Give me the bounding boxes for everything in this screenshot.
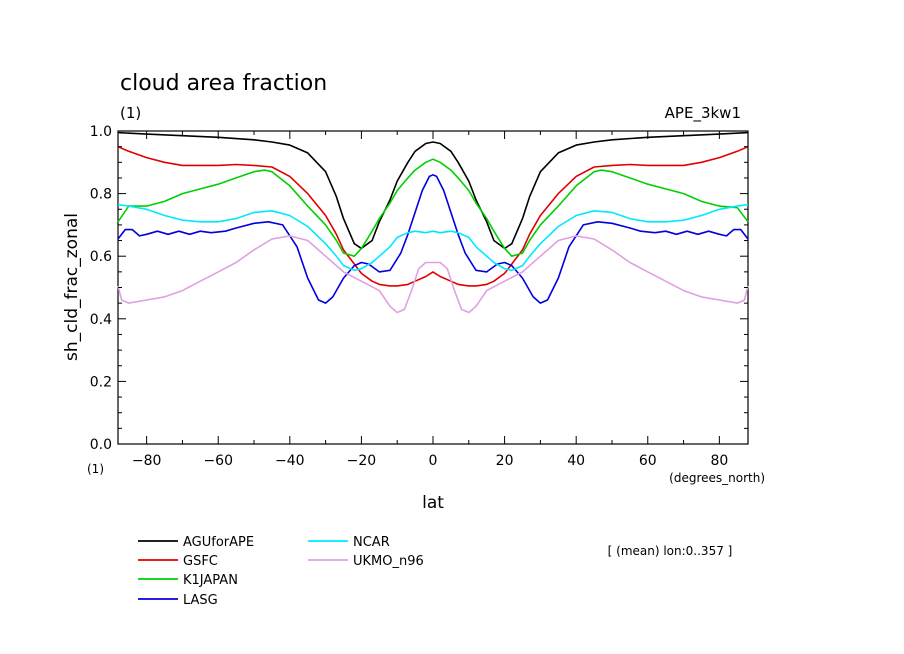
y-tick-label: 0.2 [90,374,112,390]
series-line-aguforape [117,131,749,250]
legend-label: K1JAPAN [183,573,238,588]
x-tick-label: −80 [132,453,162,469]
series-layer [117,131,749,314]
y-tick-label: 0.8 [90,187,112,203]
y-axis-unit: (1) [87,462,104,476]
series-line-gsfc [117,145,749,287]
x-tick-label: 80 [710,453,728,469]
x-tick-label: 20 [496,453,514,469]
x-axis-label: lat [422,493,444,513]
y-tick-label: 0.0 [90,437,112,453]
plot-frame [117,130,749,445]
legend-label: NCAR [353,535,390,550]
series-line-lasg [117,174,749,304]
legend-label: GSFC [183,554,218,569]
x-tick-label: 60 [639,453,657,469]
y-tick-label: 0.4 [90,312,112,328]
x-axis-unit: (degrees_north) [669,471,765,485]
legend-label: AGUforAPE [183,535,254,550]
chart-subtitle-right: APE_3kw1 [665,104,741,123]
legend: AGUforAPE GSFC K1JAPAN LASG NCAR UKMO_n96 [138,535,424,608]
x-tick-label: −40 [275,453,305,469]
y-axis-label: sh_cld_frac_zonal [62,213,82,361]
series-line-k1japan [117,158,749,258]
y-tick-label: 0.6 [90,249,112,265]
legend-label: LASG [183,593,218,608]
series-line-ukmo-n96 [117,235,749,314]
mean-note: [ (mean) lon:0..357 ] [608,544,733,558]
legend-label: UKMO_n96 [353,554,424,569]
x-tick-label: 40 [567,453,585,469]
x-tick-label: −20 [347,453,377,469]
ticks-layer: −80 −60 −40 −20 0 20 40 60 80 0.0 0.2 0.4 0.6 0.8 1.0 [90,124,748,469]
y-tick-label: 1.0 [90,124,112,140]
x-tick-label: −60 [203,453,233,469]
x-tick-label: 0 [429,453,438,469]
chart-title: cloud area fraction [120,71,327,96]
chart-subtitle-left: (1) [120,104,141,122]
series-line-ncar [117,203,749,272]
